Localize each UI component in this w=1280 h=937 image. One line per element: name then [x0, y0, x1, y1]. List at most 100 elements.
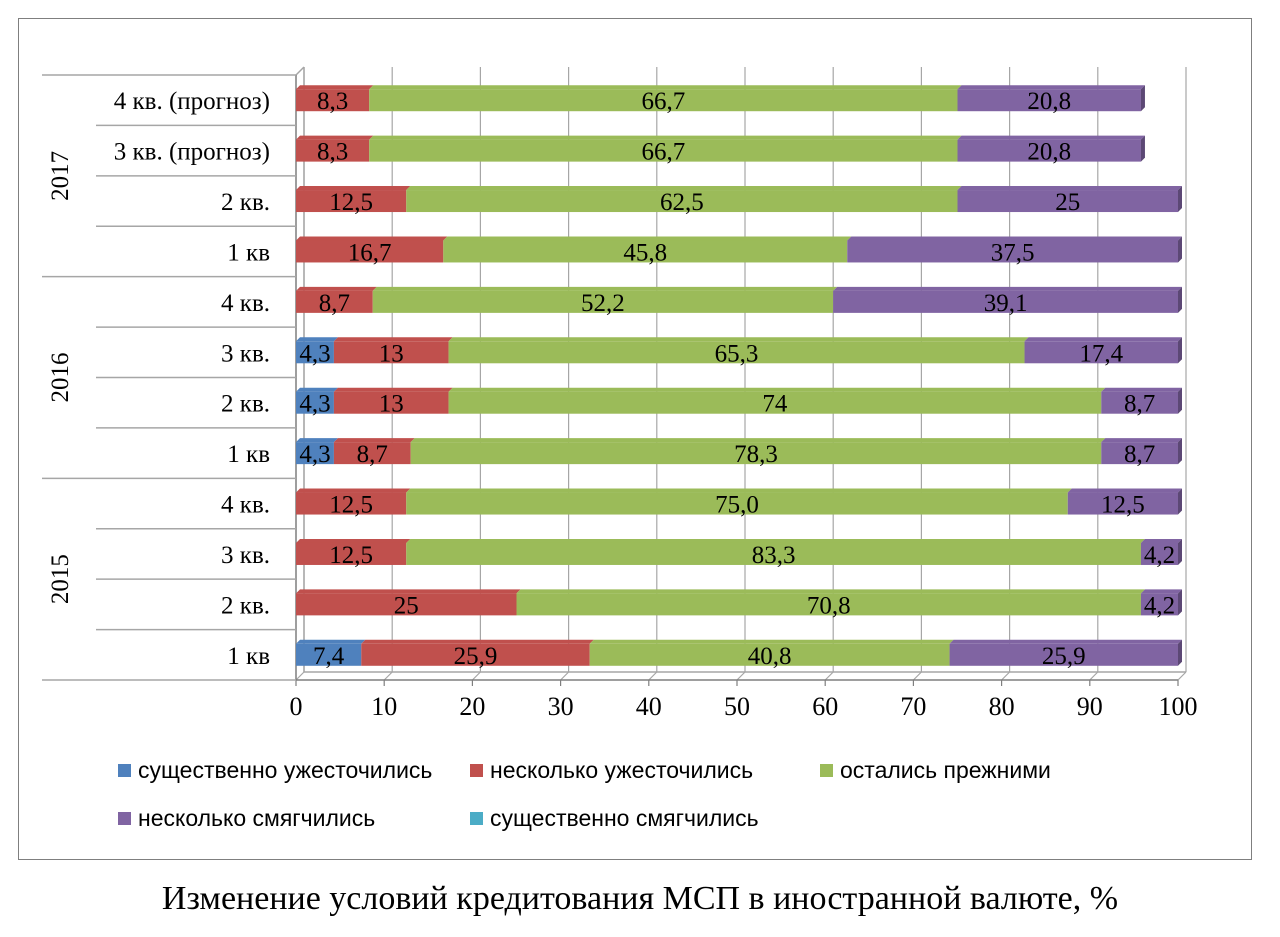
bar-side-face [1140, 85, 1145, 112]
bar-top-face [296, 488, 411, 493]
bar-data-label: 12,5 [329, 189, 373, 216]
bar-data-label: 20,8 [1027, 139, 1071, 166]
bar-segment [296, 593, 517, 616]
legend-label-0: существенно ужесточились [138, 757, 432, 783]
bar-side-face [1178, 639, 1182, 666]
category-label: 2 кв. [221, 189, 270, 216]
bar-segment [847, 240, 1178, 263]
bar-side-face [1178, 589, 1182, 616]
bar-top-face [406, 538, 1145, 543]
bar-top-face [1024, 337, 1182, 342]
bar-data-label: 13 [379, 391, 404, 418]
bar-segment [296, 240, 444, 263]
bar-side-face [1178, 236, 1182, 263]
bar-segment [957, 139, 1141, 162]
bar-top-face [957, 85, 1145, 90]
bar-segment [333, 442, 411, 465]
bar-top-face [406, 488, 1072, 493]
bar-segment [448, 391, 1102, 414]
bar-segment [443, 240, 848, 263]
bar-segment [406, 190, 958, 213]
bar-top-face [516, 589, 1145, 594]
bar-segment [333, 391, 449, 414]
bar-top-face [1140, 538, 1182, 543]
bar-top-face [957, 186, 1182, 191]
bar-segment [1140, 593, 1178, 616]
bar-data-label: 25,9 [454, 643, 498, 670]
bar-segment [296, 290, 373, 313]
bar-top-face [448, 387, 1106, 392]
x-tick-label-100: 100 [1159, 692, 1198, 721]
bar-top-face [369, 135, 962, 140]
bar-segment [369, 139, 958, 162]
category-label: 4 кв. [221, 290, 270, 317]
x-tick-label-0: 0 [290, 692, 303, 721]
bar-top-face [296, 186, 411, 191]
x-tick-label-30: 30 [548, 692, 574, 721]
bar-top-face [369, 85, 962, 90]
floor-edge-40 [648, 671, 658, 681]
floor-edge-90 [1089, 671, 1099, 681]
floor-edge-100 [1177, 671, 1187, 681]
bar-data-label: 4,2 [1144, 592, 1175, 619]
bar-data-label: 4,2 [1144, 542, 1175, 569]
plot-depth-edge-top [295, 66, 305, 76]
bar-top-face [296, 387, 338, 392]
category-label: 1 кв [227, 643, 270, 670]
bar-side-face [1140, 135, 1145, 162]
category-label: 1 кв [227, 239, 270, 266]
legend-label-2: остались прежними [840, 757, 1051, 783]
floor-edge-70 [912, 671, 922, 681]
category-label: 2 кв. [221, 592, 270, 619]
bar-top-face [296, 639, 366, 644]
bar-side-face [1178, 438, 1182, 465]
group-label-2016: 2016 [47, 353, 74, 403]
bar-data-label: 66,7 [641, 88, 685, 115]
bar-top-face [296, 337, 338, 342]
bar-data-label: 37,5 [991, 239, 1035, 266]
floor-edge-20 [471, 671, 481, 681]
bar-segment [833, 290, 1178, 313]
bar-segment [296, 391, 334, 414]
bar-segment [296, 442, 334, 465]
bar-data-label: 4,3 [299, 391, 330, 418]
bar-data-label: 45,8 [623, 239, 667, 266]
bar-top-face [1140, 589, 1182, 594]
bar-segment [296, 643, 362, 666]
bar-data-label: 16,7 [348, 239, 392, 266]
bar-segment [589, 643, 950, 666]
bar-side-face [1178, 488, 1182, 515]
bar-top-face [589, 639, 954, 644]
bar-segment [296, 341, 334, 364]
bar-data-label: 83,3 [752, 542, 796, 569]
x-tick-label-10: 10 [371, 692, 397, 721]
bar-top-face [833, 286, 1182, 291]
bar-data-label: 17,4 [1079, 340, 1123, 367]
category-label: 2 кв. [221, 391, 270, 418]
bar-segment [296, 492, 407, 515]
floor-edge-30 [560, 671, 570, 681]
legend-swatch-4 [470, 812, 483, 825]
bar-segment [949, 643, 1178, 666]
legend-swatch-3 [118, 812, 131, 825]
bar-top-face [296, 538, 411, 543]
bar-segment [1101, 442, 1178, 465]
bar-data-label: 8,7 [319, 290, 350, 317]
x-tick-label-90: 90 [1077, 692, 1103, 721]
bar-data-label: 4,3 [299, 340, 330, 367]
bar-data-label: 7,4 [313, 643, 345, 670]
bar-segment [406, 542, 1141, 565]
bar-data-label: 12,5 [329, 542, 373, 569]
legend-swatch-2 [820, 764, 833, 777]
bar-data-label: 12,5 [1101, 492, 1145, 519]
bar-data-label: 39,1 [984, 290, 1028, 317]
bar-segment [333, 341, 449, 364]
bar-top-face [333, 337, 453, 342]
bar-segment [296, 542, 407, 565]
bar-data-label: 8,3 [317, 88, 348, 115]
bar-top-face [296, 589, 521, 594]
bar-segment [369, 89, 958, 112]
bar-side-face [1178, 337, 1182, 364]
bar-segment [296, 190, 407, 213]
category-label: 1 кв [227, 441, 270, 468]
